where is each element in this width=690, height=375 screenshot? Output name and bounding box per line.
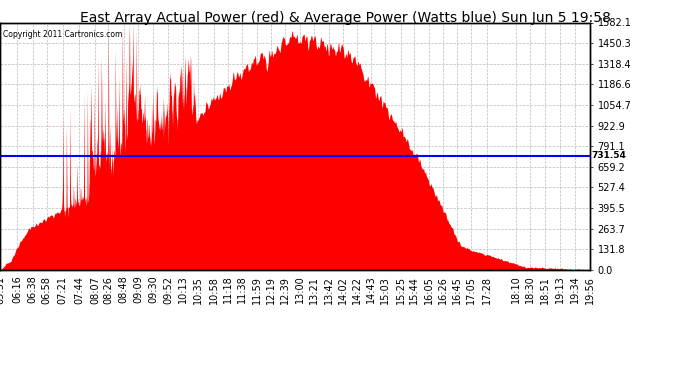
Text: 09:30: 09:30: [148, 276, 158, 303]
Text: 16:45: 16:45: [451, 276, 462, 303]
Text: 15:44: 15:44: [409, 276, 419, 303]
Text: 17:28: 17:28: [482, 276, 491, 304]
Text: East Array Actual Power (red) & Average Power (Watts blue) Sun Jun 5 19:58: East Array Actual Power (red) & Average …: [79, 11, 611, 25]
Text: 12:39: 12:39: [280, 276, 290, 303]
Text: 11:38: 11:38: [237, 276, 247, 303]
Text: 10:35: 10:35: [193, 276, 204, 303]
Text: 11:59: 11:59: [252, 276, 262, 303]
Text: 15:03: 15:03: [380, 276, 391, 303]
Text: 13:21: 13:21: [309, 276, 319, 303]
Text: 18:30: 18:30: [525, 276, 535, 303]
Text: 08:26: 08:26: [104, 276, 113, 303]
Text: 17:05: 17:05: [466, 276, 475, 304]
Text: 11:18: 11:18: [224, 276, 233, 303]
Text: 19:56: 19:56: [585, 276, 595, 303]
Text: 07:21: 07:21: [58, 276, 68, 304]
Text: 16:05: 16:05: [424, 276, 434, 303]
Text: 18:51: 18:51: [540, 276, 549, 303]
Text: 15:25: 15:25: [396, 276, 406, 304]
Text: 16:26: 16:26: [438, 276, 449, 303]
Text: 07:44: 07:44: [74, 276, 84, 303]
Text: 08:48: 08:48: [119, 276, 128, 303]
Text: 14:22: 14:22: [352, 276, 362, 304]
Text: 18:10: 18:10: [511, 276, 521, 303]
Text: 10:13: 10:13: [178, 276, 188, 303]
Text: 14:02: 14:02: [338, 276, 348, 303]
Text: 19:34: 19:34: [569, 276, 580, 303]
Text: 06:16: 06:16: [12, 276, 23, 303]
Text: 13:00: 13:00: [295, 276, 304, 303]
Text: 05:51: 05:51: [0, 276, 5, 304]
Text: 12:19: 12:19: [266, 276, 276, 303]
Text: 10:58: 10:58: [209, 276, 219, 303]
Text: Copyright 2011 Cartronics.com: Copyright 2011 Cartronics.com: [3, 30, 122, 39]
Text: 06:38: 06:38: [28, 276, 38, 303]
Text: 08:07: 08:07: [90, 276, 100, 303]
Text: 14:43: 14:43: [366, 276, 377, 303]
Text: 731.54: 731.54: [591, 151, 626, 160]
Text: 06:58: 06:58: [42, 276, 52, 303]
Text: 19:13: 19:13: [555, 276, 565, 303]
Text: 13:42: 13:42: [324, 276, 334, 303]
Text: 09:09: 09:09: [133, 276, 144, 303]
Text: 09:52: 09:52: [164, 276, 173, 304]
